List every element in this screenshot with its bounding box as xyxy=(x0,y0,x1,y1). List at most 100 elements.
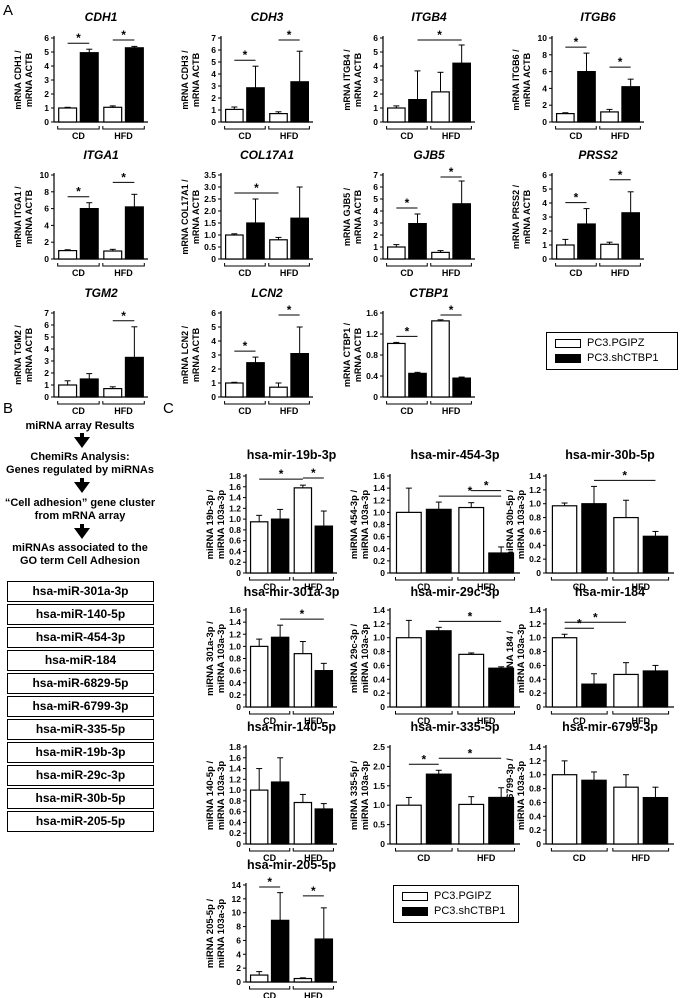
significance-star: * xyxy=(76,31,81,45)
bar-control xyxy=(551,774,578,845)
x-tick-label: CD xyxy=(400,131,413,141)
x-tick-label: CD xyxy=(72,406,85,416)
y-tick-label: 0 xyxy=(211,117,216,127)
chart-title: hsa-mir-335-5p xyxy=(411,720,500,734)
x-tick-label: HFD xyxy=(442,131,461,141)
bar-control xyxy=(225,234,244,260)
group-bracket xyxy=(292,577,334,581)
y-axis-label-line: mRNA ACTB xyxy=(24,327,34,382)
bar-control xyxy=(249,974,269,983)
y-tick-label: 1.4 xyxy=(229,617,241,627)
y-tick-label: 1.5 xyxy=(204,218,216,228)
bar-control xyxy=(225,382,244,398)
y-tick-label: 8 xyxy=(236,922,241,932)
bar-knockdown xyxy=(270,919,290,983)
y-axis-label: mRNA CDH1 /mRNA ACTB xyxy=(13,50,34,110)
group-bracket xyxy=(555,263,597,267)
chart-title: ITGA1 xyxy=(83,148,119,162)
chart-itgb6: ITGB6 mRNA ITGB6 /mRNA ACTB 0 2 4 6 8 10 CD HFD * * xyxy=(511,10,644,141)
chart-cdh3: CDH3 mRNA CDH3 /mRNA ACTB 0 1 2 3 4 5 6 7 CD HFD * * xyxy=(180,10,313,141)
significance-star: * xyxy=(577,616,582,630)
chart-title: hsa-mir-205-5p xyxy=(247,858,336,872)
bar-knockdown xyxy=(408,98,427,123)
bar-control xyxy=(293,801,313,845)
bar-control xyxy=(613,516,639,574)
group-bracket xyxy=(102,263,145,267)
bar-knockdown xyxy=(79,378,99,398)
y-axis-label: miRNA 29c-3p /miRNA 103a-3p xyxy=(349,623,371,693)
chart-title: CTBP1 xyxy=(409,286,449,300)
flow-arrow-stem-3 xyxy=(80,524,84,528)
bar-knockdown xyxy=(270,781,290,845)
chart-hsa-mir-454-3p: hsa-mir-454-3p miRNA 454-3p /miRNA 103a-3… xyxy=(349,448,520,592)
y-axis-label: miRNA 335-5p /miRNA 103a-3p xyxy=(349,760,371,830)
y-axis-label: mRNA TGM2 /mRNA ACTB xyxy=(13,325,34,385)
chart-hsa-mir-335-5p: hsa-mir-335-5p miRNA 335-5p /miRNA 103a-3… xyxy=(349,720,520,863)
chart-title: hsa-mir-184 xyxy=(575,585,645,599)
chart-hsa-mir-6799-3p: hsa-mir-6799-3p miRNA 6799-3p /miRNA 103a… xyxy=(505,720,674,863)
x-tick-label: CD xyxy=(72,268,85,278)
bar-knockdown xyxy=(581,683,607,708)
chart-title: CDH1 xyxy=(85,10,118,24)
mirna-box: hsa-miR-335-5p xyxy=(7,719,154,740)
y-axis-label-line: mRNA PRSS2 / xyxy=(511,184,521,249)
y-axis-label-line: miRNA 335-5p / xyxy=(349,760,360,830)
bar-knockdown xyxy=(577,223,596,260)
group-bracket xyxy=(268,126,310,130)
bar-knockdown xyxy=(79,208,99,260)
y-tick-label: 1.4 xyxy=(529,742,541,752)
bar-knockdown xyxy=(124,206,144,260)
group-bracket xyxy=(249,711,291,715)
y-tick-label: 1 xyxy=(542,240,547,250)
group-bracket xyxy=(386,126,428,130)
y-tick-label: 6 xyxy=(211,45,216,55)
y-tick-label: 10 xyxy=(40,170,50,180)
y-tick-label: 0 xyxy=(536,839,541,849)
chart-itga1: ITGA1 mRNA ITGA1 /mRNA ACTB 0 2 4 6 8 10 CD HFD * * xyxy=(13,148,148,278)
y-tick-label: 3 xyxy=(44,356,49,366)
group-bracket xyxy=(249,986,291,990)
y-axis-label: miRNA 30b-5p /miRNA 103a-3p xyxy=(505,489,527,559)
y-tick-label: 1.2 xyxy=(529,756,541,766)
y-axis-label: miRNA 205-5p /miRNA 103a-3p xyxy=(205,898,227,968)
y-tick-label: 8 xyxy=(44,187,49,197)
significance-star: * xyxy=(437,28,442,42)
y-tick-label: 1.0 xyxy=(229,785,241,795)
y-tick-label: 2.5 xyxy=(204,194,216,204)
y-tick-label: 0.6 xyxy=(229,666,241,676)
bar-control xyxy=(58,384,78,398)
y-tick-label: 0.8 xyxy=(529,784,541,794)
y-tick-label: 1 xyxy=(373,242,378,252)
bar-knockdown xyxy=(246,222,265,260)
x-tick-label: HFD xyxy=(304,853,323,863)
group-bracket xyxy=(224,401,266,405)
bar-knockdown xyxy=(581,779,607,845)
bar-control xyxy=(387,246,406,260)
y-tick-label: 6 xyxy=(542,170,547,180)
legend-c-knockdown-label: PC3.shCTBP1 xyxy=(434,905,506,917)
y-tick-label: 6 xyxy=(236,935,241,945)
legend-c-control-swatch xyxy=(402,892,428,901)
x-tick-label: CD xyxy=(238,131,251,141)
bar-control xyxy=(600,243,619,260)
group-bracket xyxy=(102,126,145,130)
y-tick-label: 2 xyxy=(211,364,216,374)
y-tick-label: 0 xyxy=(44,392,49,402)
y-tick-label: 3.5 xyxy=(204,170,216,180)
group-bracket xyxy=(386,401,428,405)
significance-star: * xyxy=(300,607,305,621)
significance-star: * xyxy=(76,185,81,199)
y-tick-label: 1 xyxy=(44,380,49,390)
y-tick-label: 2 xyxy=(44,237,49,247)
group-bracket xyxy=(292,986,334,990)
bar-knockdown xyxy=(488,667,515,708)
y-axis-label-line: mRNA ITGB4 / xyxy=(342,49,352,111)
x-tick-label: HFD xyxy=(477,582,496,592)
bar-control xyxy=(249,645,269,708)
group-bracket xyxy=(457,577,515,581)
y-axis-label-line: mRNA GJB5 / xyxy=(342,187,352,246)
y-tick-label: 0.4 xyxy=(373,674,385,684)
y-tick-label: 2 xyxy=(44,89,49,99)
bar-control xyxy=(103,388,123,398)
y-tick-label: 0.6 xyxy=(529,797,541,807)
